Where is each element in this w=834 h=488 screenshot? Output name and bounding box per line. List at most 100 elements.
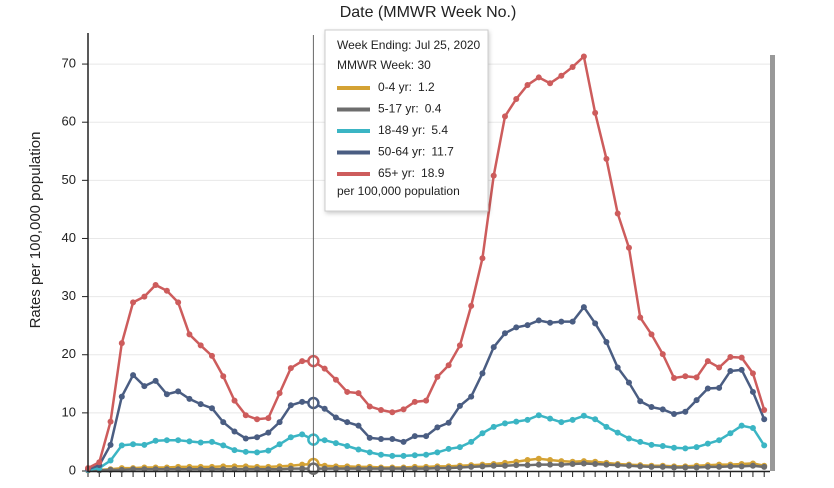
data-point (490, 172, 497, 179)
data-point (547, 415, 554, 422)
data-point (423, 465, 430, 472)
data-point (614, 364, 621, 371)
data-point (141, 441, 148, 448)
data-point (693, 397, 700, 404)
data-point (513, 324, 520, 331)
data-point (107, 418, 114, 425)
data-point (535, 74, 542, 81)
data-point (535, 461, 542, 468)
data-point (423, 433, 430, 440)
data-point (648, 331, 655, 338)
data-point (547, 80, 554, 87)
data-point (175, 437, 182, 444)
data-point (682, 373, 689, 380)
data-point (299, 398, 306, 405)
data-point (265, 415, 272, 422)
data-point (614, 462, 621, 469)
data-point (276, 441, 283, 448)
data-point (366, 403, 373, 410)
data-point (501, 113, 508, 120)
data-point (761, 442, 768, 449)
data-point (321, 405, 328, 412)
y-axis-label: Rates per 100,000 population (27, 132, 44, 329)
data-point (569, 416, 576, 423)
data-point (468, 393, 475, 400)
data-point (344, 465, 351, 472)
data-point (231, 397, 238, 404)
data-point (603, 423, 610, 430)
data-point (716, 364, 723, 371)
data-point (659, 351, 666, 358)
data-point (637, 398, 644, 405)
data-point (716, 384, 723, 391)
data-point (231, 447, 238, 454)
data-point (490, 344, 497, 351)
data-point (107, 457, 114, 464)
data-point (547, 319, 554, 326)
data-point (501, 420, 508, 427)
data-point (423, 397, 430, 404)
data-point (254, 434, 261, 441)
data-point (141, 383, 148, 390)
data-point (738, 463, 745, 470)
data-point (558, 318, 565, 325)
data-point (580, 460, 587, 467)
y-tick-label: 10 (62, 404, 76, 419)
data-point (490, 462, 497, 469)
data-point (625, 244, 632, 251)
data-point (693, 464, 700, 471)
data-point (738, 366, 745, 373)
data-point (163, 437, 170, 444)
data-point (603, 338, 610, 345)
y-tick-label: 50 (62, 172, 76, 187)
data-point (727, 368, 734, 375)
data-point (287, 365, 294, 372)
data-point (378, 451, 385, 458)
data-point (682, 464, 689, 471)
data-point (704, 440, 711, 447)
data-point (231, 428, 238, 435)
data-point (625, 435, 632, 442)
data-point (580, 412, 587, 419)
data-point (479, 463, 486, 470)
data-point (141, 293, 148, 300)
data-point (727, 463, 734, 470)
data-point (592, 320, 599, 327)
data-point (242, 448, 249, 455)
data-point (704, 385, 711, 392)
data-point (671, 411, 678, 418)
data-point (152, 377, 159, 384)
data-point (332, 440, 339, 447)
data-point (749, 462, 756, 469)
data-point (389, 436, 396, 443)
data-point (749, 424, 756, 431)
data-point (197, 342, 204, 349)
data-point (411, 433, 418, 440)
tooltip-mmwr-week: MMWR Week: 30 (337, 58, 431, 72)
data-point (299, 358, 306, 365)
data-point (648, 463, 655, 470)
data-point (445, 465, 452, 472)
data-point (321, 437, 328, 444)
data-point (468, 463, 475, 470)
data-point (704, 358, 711, 365)
y-tick-label: 30 (62, 288, 76, 303)
data-point (332, 376, 339, 383)
data-point (152, 437, 159, 444)
data-point (524, 416, 531, 423)
data-point (163, 287, 170, 294)
data-point (242, 412, 249, 419)
data-point (287, 434, 294, 441)
data-point (130, 299, 137, 306)
y-tick-label: 0 (69, 462, 76, 477)
data-point (389, 452, 396, 459)
data-point (265, 429, 272, 436)
data-point (242, 435, 249, 442)
data-point (569, 461, 576, 468)
data-point (107, 441, 114, 448)
data-point (208, 438, 215, 445)
data-point (96, 459, 103, 466)
data-point (276, 390, 283, 397)
